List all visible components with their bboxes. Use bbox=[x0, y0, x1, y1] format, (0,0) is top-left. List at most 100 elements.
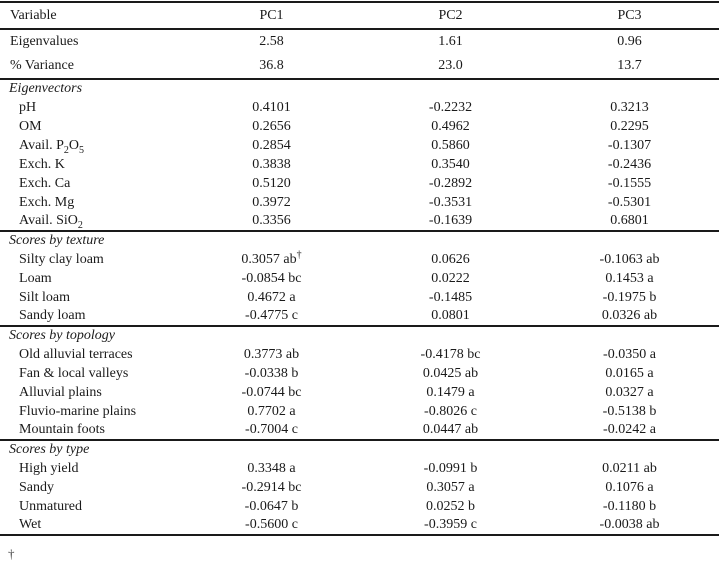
row-label: Unmatured bbox=[19, 498, 83, 514]
pc1-value: 0.3773 ab bbox=[243, 346, 300, 362]
table-row: High yield 0.3348 a -0.0991 b 0.0211 ab bbox=[0, 459, 719, 478]
row-label: Exch. K bbox=[19, 156, 65, 172]
subscript-digit: 2 bbox=[63, 144, 69, 156]
table-row: Fluvio-marine plains 0.7702 a -0.8026 c -0.… bbox=[0, 402, 719, 421]
pc2-value: 0.0626 bbox=[431, 251, 470, 267]
pc2-value: -0.3531 bbox=[428, 194, 473, 210]
table-row: Silt loam 0.4672 a -0.1485 -0.1975 b bbox=[0, 288, 719, 307]
table-row: Old alluvial terraces 0.3773 ab -0.4178 bc… bbox=[0, 345, 719, 364]
table-row: Exch. Ca 0.5120 -0.2892 -0.1555 bbox=[0, 174, 719, 193]
col-header-pc1: PC1 bbox=[182, 2, 361, 30]
table-row: Avail. P2O5 0.2854 0.5860 -0.1307 bbox=[0, 136, 719, 155]
row-label: % Variance bbox=[10, 58, 74, 73]
pc1-value: 0.3057 ab† bbox=[241, 248, 302, 267]
pc1-value: -0.5600 c bbox=[182, 516, 361, 536]
pc2-value: 0.1479 a bbox=[426, 384, 475, 400]
pc1-value: 0.3972 bbox=[252, 194, 291, 210]
table-row: Avail. SiO2 0.3356 -0.1639 0.6801 bbox=[0, 212, 719, 231]
pc3-value: 0.1076 a bbox=[605, 479, 654, 495]
table-row: Silty clay loam 0.3057 ab† 0.0626 -0.1063 a… bbox=[0, 248, 719, 269]
pc2-value: -0.8026 c bbox=[424, 403, 477, 419]
pc1-value: -0.0647 b bbox=[244, 498, 299, 514]
row-label: Exch. Mg bbox=[19, 194, 75, 210]
table-row: % Variance 36.8 23.0 13.7 bbox=[0, 54, 719, 79]
pc3-value: -0.5301 bbox=[607, 194, 652, 210]
pc3-value: -0.5138 b bbox=[602, 403, 657, 419]
pc3-value: 0.3213 bbox=[610, 99, 649, 115]
pc1-value: 0.3356 bbox=[252, 213, 291, 228]
pc2-value: 0.3540 bbox=[431, 156, 470, 172]
pc3-value: 13.7 bbox=[617, 58, 642, 73]
dagger-superscript: † bbox=[296, 248, 302, 260]
pc2-value: 0.0425 ab bbox=[422, 365, 479, 381]
pc3-value: 0.2295 bbox=[610, 118, 649, 134]
section-title-row: Eigenvectors bbox=[0, 78, 719, 98]
row-label: Wet bbox=[0, 516, 182, 536]
table-row: Loam -0.0854 bc 0.0222 0.1453 a bbox=[0, 269, 719, 288]
col-header-pc3: PC3 bbox=[540, 2, 719, 30]
pc3-value: 0.0326 ab bbox=[601, 308, 658, 323]
row-label: Sandy loam bbox=[19, 308, 86, 323]
pc3-value: 0.0165 a bbox=[605, 365, 654, 381]
pc1-value: 0.3838 bbox=[252, 156, 291, 172]
subscript-digit: 5 bbox=[79, 144, 84, 156]
pc1-value: -0.2914 bc bbox=[241, 479, 302, 495]
pc2-value: 23.0 bbox=[438, 58, 463, 73]
pc1-value: -0.7004 c bbox=[245, 422, 298, 437]
col-header-variable: Variable bbox=[0, 2, 182, 30]
table-row: Exch. K 0.3838 0.3540 -0.2436 bbox=[0, 155, 719, 174]
table-row: Mountain foots -0.7004 c 0.0447 ab -0.0242 … bbox=[0, 421, 719, 440]
pc2-value: 0.0252 b bbox=[426, 498, 475, 514]
pc1-value: 36.8 bbox=[259, 58, 284, 73]
pc2-value: 0.5860 bbox=[431, 137, 470, 153]
pc3-value: 0.0327 a bbox=[605, 384, 654, 400]
subscript-digit: 2 bbox=[77, 219, 83, 231]
pc1-value: 0.7702 a bbox=[247, 403, 296, 419]
pc1-value: -0.0854 bc bbox=[241, 270, 302, 286]
header-row: Variable PC1 PC2 PC3 bbox=[0, 2, 719, 30]
pc2-value: 0.0801 bbox=[431, 308, 470, 323]
table-row: Alluvial plains -0.0744 bc 0.1479 a 0.0327 … bbox=[0, 383, 719, 402]
pc2-value: 1.61 bbox=[438, 34, 463, 49]
table-body: Eigenvalues 2.58 1.61 0.96 % Variance 36.8 23.… bbox=[0, 29, 719, 536]
row-label: Eigenvalues bbox=[10, 34, 79, 49]
row-label: Alluvial plains bbox=[19, 384, 102, 400]
pc2-value: 0.4962 bbox=[431, 118, 470, 134]
table-row: Sandy loam -0.4775 c 0.0801 0.0326 ab bbox=[0, 307, 719, 326]
row-label: Avail. SiO2 bbox=[19, 213, 83, 231]
table-row: pH 0.4101 -0.2232 0.3213 bbox=[0, 98, 719, 117]
pc3-value: -0.2436 bbox=[607, 156, 652, 172]
pc3-value: -0.0038 ab bbox=[540, 516, 719, 536]
pc2-value: 0.0222 bbox=[431, 270, 470, 286]
row-label: High yield bbox=[19, 460, 79, 476]
table-row: OM 0.2656 0.4962 0.2295 bbox=[0, 117, 719, 136]
pc1-value: 2.58 bbox=[259, 34, 284, 49]
pc3-value: -0.1555 bbox=[607, 175, 652, 191]
pc2-value: 0.0447 ab bbox=[422, 422, 479, 437]
pc3-value: -0.1063 ab bbox=[599, 251, 660, 267]
col-header-pc2: PC2 bbox=[361, 2, 540, 30]
pc1-value: -0.0744 bc bbox=[241, 384, 302, 400]
row-label: pH bbox=[19, 99, 37, 115]
pc2-value: 0.3057 a bbox=[426, 479, 475, 495]
pca-results-table: Variable PC1 PC2 PC3 Eigenvalues 2.58 1.61… bbox=[0, 1, 719, 536]
section-title: Scores by type bbox=[0, 439, 719, 459]
pc3-value: -0.0350 a bbox=[603, 346, 656, 362]
pc1-value: -0.4775 c bbox=[245, 308, 298, 323]
table-row: Exch. Mg 0.3972 -0.3531 -0.5301 bbox=[0, 193, 719, 212]
pc2-value: -0.4178 bc bbox=[420, 346, 481, 362]
pc2-value: -0.2892 bbox=[428, 175, 473, 191]
pc2-value: -0.3959 c bbox=[361, 516, 540, 536]
row-label: Fan & local valleys bbox=[19, 365, 129, 381]
pc3-value: 0.0211 ab bbox=[602, 460, 657, 476]
pc1-value: 0.2656 bbox=[252, 118, 291, 134]
section-title: Eigenvectors bbox=[0, 78, 719, 98]
section-title-row: Scores by texture bbox=[0, 230, 719, 250]
pc3-value: -0.0242 a bbox=[603, 422, 656, 437]
pc1-value: 0.5120 bbox=[252, 175, 291, 191]
pc3-value: -0.1975 b bbox=[602, 289, 657, 305]
pc2-value: -0.2232 bbox=[428, 99, 473, 115]
row-label: Silty clay loam bbox=[19, 251, 104, 267]
row-label: Mountain foots bbox=[19, 422, 105, 437]
row-label: Avail. P2O5 bbox=[19, 137, 84, 156]
